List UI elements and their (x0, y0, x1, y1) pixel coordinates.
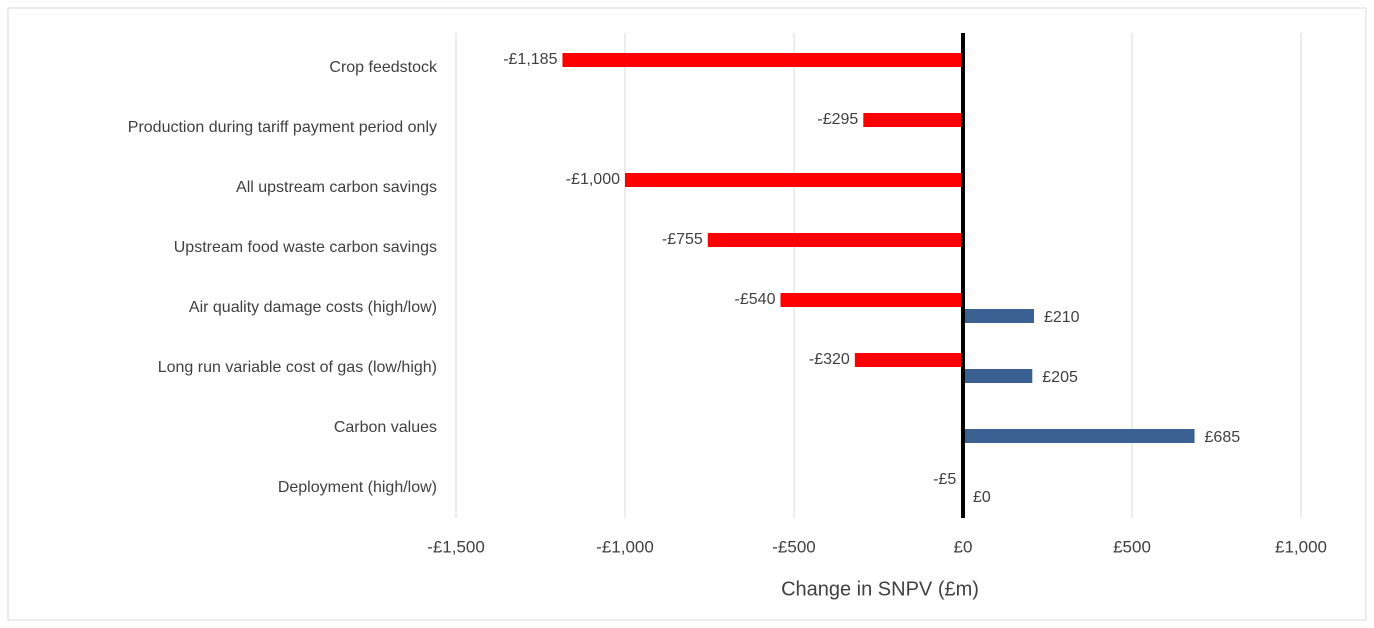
bar (963, 309, 1034, 323)
x-tick-label: -£1,000 (596, 537, 654, 556)
bar (963, 369, 1033, 383)
bar (863, 113, 963, 127)
bar (854, 353, 963, 367)
bar (707, 233, 963, 247)
x-axis-title: Change in SNPV (£m) (781, 578, 979, 600)
x-tick-label: -£500 (772, 537, 815, 556)
y-tick-label: Production during tariff payment period … (128, 119, 437, 136)
x-tick-label: -£1,500 (427, 537, 485, 556)
y-tick-label: Air quality damage costs (high/low) (189, 299, 437, 316)
data-label: £205 (1042, 369, 1078, 386)
y-tick-label: Long run variable cost of gas (low/high) (158, 359, 437, 376)
data-label: -£295 (817, 111, 858, 128)
y-tick-label: All upstream carbon savings (236, 179, 437, 196)
y-tick-label: Crop feedstock (329, 59, 438, 76)
data-label: -£1,185 (503, 51, 557, 68)
bar (625, 173, 963, 187)
data-label: -£755 (662, 231, 703, 248)
data-label: -£540 (735, 291, 776, 308)
data-label: -£5 (933, 471, 956, 488)
y-tick-label: Upstream food waste carbon savings (174, 239, 437, 256)
bar (562, 53, 963, 67)
data-label: £685 (1205, 429, 1241, 446)
x-tick-label: £0 (954, 537, 973, 556)
chart-frame (7, 7, 1367, 621)
x-tick-label: £500 (1113, 537, 1151, 556)
data-label: £0 (973, 489, 991, 506)
bar (963, 429, 1195, 443)
x-tick-label: £1,000 (1275, 537, 1327, 556)
y-tick-label: Carbon values (334, 419, 437, 436)
data-label: -£320 (809, 351, 850, 368)
data-label: -£1,000 (566, 171, 620, 188)
data-label: £210 (1044, 309, 1080, 326)
bar (780, 293, 963, 307)
y-tick-label: Deployment (high/low) (278, 479, 437, 496)
